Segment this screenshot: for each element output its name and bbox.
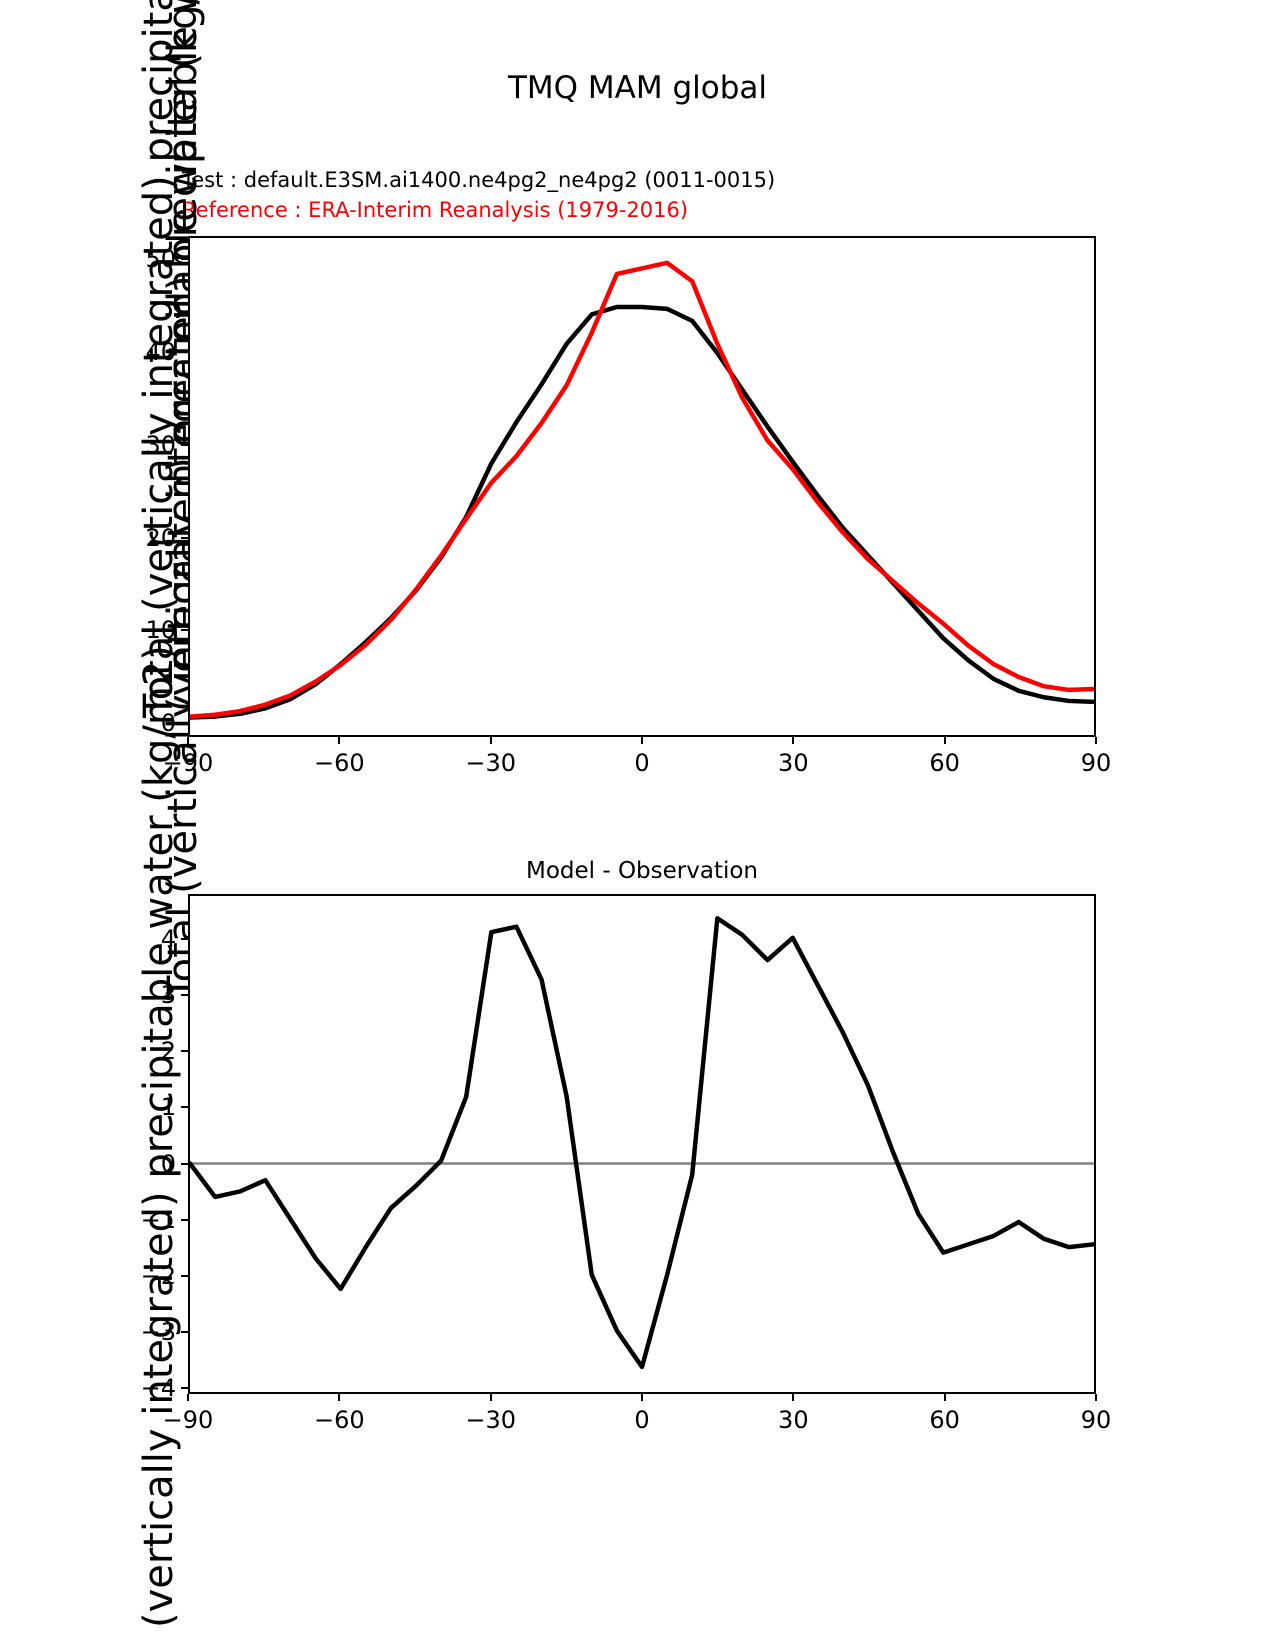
- legend-reference-label: Reference : ERA-Interim Reanalysis (1979…: [182, 198, 689, 222]
- data-series-line-1: [190, 260, 1094, 719]
- y-tick-label: 3: [160, 981, 176, 1010]
- y-tick-label: 1: [160, 1093, 176, 1122]
- data-series-line-0: [190, 916, 1094, 1370]
- y-tick-label: 2: [160, 1037, 176, 1066]
- y-tick-label: 30: [145, 430, 176, 459]
- x-tick-label: −60: [314, 749, 365, 777]
- y-tick-mark: [181, 1162, 188, 1165]
- page-title: TMQ MAM global: [507, 70, 768, 106]
- y-tick-label: 0: [160, 709, 176, 738]
- difference-chart-title: Model - Observation: [525, 858, 759, 884]
- y-tick-mark: [181, 1387, 188, 1390]
- x-tick-label: −30: [465, 749, 516, 777]
- legend: Test : default.E3SM.ai1400.ne4pg2_ne4pg2…: [182, 165, 775, 225]
- x-tick-mark: [187, 1394, 189, 1401]
- x-tick-mark: [792, 737, 795, 744]
- x-tick-label: 90: [1080, 749, 1112, 777]
- y-tick-label: 40: [145, 337, 176, 366]
- x-tick-mark: [943, 1394, 946, 1401]
- y-tick-mark: [181, 1106, 188, 1109]
- x-tick-label: 60: [929, 1406, 960, 1434]
- x-tick-mark: [641, 1394, 643, 1401]
- x-tick-label: 0: [634, 1406, 650, 1434]
- x-tick-label: −30: [465, 1406, 516, 1434]
- x-tick-mark: [187, 737, 189, 744]
- y-tick-label: 10: [145, 616, 176, 645]
- x-tick-label: −90: [162, 1406, 214, 1434]
- y-tick-mark: [181, 994, 188, 997]
- x-tick-mark: [489, 737, 492, 744]
- y-tick-label: 50: [145, 245, 176, 274]
- main-line-chart: [188, 236, 1096, 737]
- x-tick-mark: [338, 1394, 341, 1401]
- x-tick-mark: [1095, 1394, 1097, 1401]
- x-tick-mark: [1095, 737, 1097, 744]
- x-tick-label: 60: [929, 749, 960, 777]
- x-tick-mark: [943, 737, 946, 744]
- y-tick-label: 0: [160, 1149, 176, 1178]
- data-series-line-0: [190, 304, 1094, 720]
- y-tick-mark: [181, 629, 188, 632]
- y-tick-mark: [181, 350, 188, 353]
- y-tick-mark: [181, 722, 188, 725]
- y-tick-label: −2: [140, 1262, 176, 1291]
- main-chart-canvas: [190, 260, 1094, 720]
- x-tick-label: 0: [634, 749, 650, 777]
- y-tick-mark: [181, 1050, 188, 1053]
- y-tick-mark: [181, 443, 188, 446]
- y-tick-mark: [181, 1275, 188, 1278]
- y-tick-mark: [181, 1331, 188, 1334]
- y-tick-label: −4: [140, 1374, 176, 1403]
- x-tick-label: −90: [162, 749, 214, 777]
- y-tick-mark: [181, 937, 188, 940]
- x-tick-label: 30: [778, 1406, 809, 1434]
- y-tick-label: 20: [145, 523, 176, 552]
- y-tick-label: 4: [160, 924, 176, 953]
- x-tick-mark: [792, 1394, 795, 1401]
- x-tick-mark: [489, 1394, 492, 1401]
- difference-line-chart: [188, 894, 1096, 1394]
- legend-test-label: Test : default.E3SM.ai1400.ne4pg2_ne4pg2…: [182, 168, 776, 192]
- y-tick-mark: [181, 1218, 188, 1221]
- x-tick-mark: [641, 737, 643, 744]
- x-tick-mark: [338, 737, 341, 744]
- y-tick-mark: [181, 258, 188, 261]
- x-tick-label: −60: [314, 1406, 365, 1434]
- y-tick-label: −3: [140, 1318, 176, 1347]
- x-tick-label: 90: [1080, 1406, 1112, 1434]
- x-tick-label: 30: [778, 749, 809, 777]
- y-tick-label: −1: [140, 1205, 176, 1234]
- difference-chart-canvas: [190, 916, 1094, 1370]
- y-tick-mark: [181, 536, 188, 539]
